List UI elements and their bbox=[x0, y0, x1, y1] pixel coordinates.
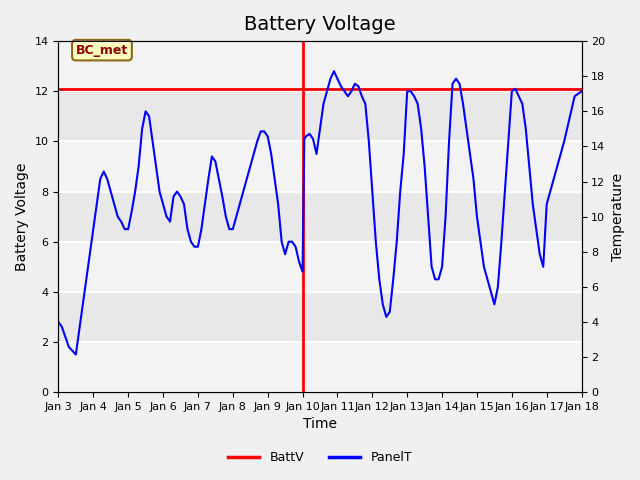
Y-axis label: Temperature: Temperature bbox=[611, 172, 625, 261]
Bar bbox=[58, 142, 582, 192]
Y-axis label: Battery Voltage: Battery Voltage bbox=[15, 162, 29, 271]
Text: BC_met: BC_met bbox=[76, 44, 128, 57]
Bar bbox=[58, 342, 582, 392]
Bar bbox=[58, 242, 582, 292]
X-axis label: Time: Time bbox=[303, 418, 337, 432]
Title: Battery Voltage: Battery Voltage bbox=[244, 15, 396, 34]
Legend: BattV, PanelT: BattV, PanelT bbox=[223, 446, 417, 469]
Bar bbox=[58, 41, 582, 91]
